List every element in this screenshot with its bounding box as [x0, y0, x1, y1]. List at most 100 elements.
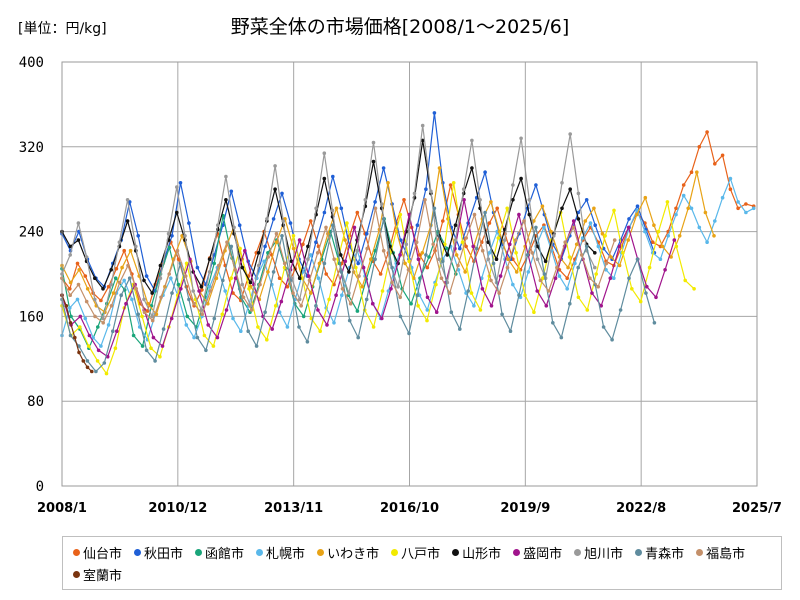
data-point: [271, 217, 276, 221]
data-point: [751, 206, 756, 211]
data-point: [416, 257, 421, 262]
data-point: [243, 248, 247, 253]
data-point: [212, 261, 216, 266]
data-point: [256, 325, 260, 329]
data-point: [207, 270, 212, 274]
data-point: [64, 304, 69, 308]
data-point: [297, 297, 302, 302]
data-point: [211, 344, 216, 348]
data-point: [81, 359, 86, 363]
data-point: [448, 183, 453, 187]
data-point: [131, 333, 136, 338]
data-point: [270, 327, 275, 331]
legend-marker: [391, 548, 399, 556]
data-point: [68, 253, 72, 257]
data-point: [540, 204, 545, 208]
data-point: [101, 287, 105, 291]
series-lines: [60, 111, 756, 376]
data-point: [596, 244, 601, 249]
data-point: [334, 206, 339, 211]
data-point: [68, 287, 72, 291]
data-point: [456, 263, 460, 268]
data-point: [307, 278, 312, 283]
legend-marker: [452, 548, 460, 556]
data-point: [568, 187, 572, 191]
legend: 仙台市 秋田市 函館市 札幌市 いわき市 八戸市 山形市 盛岡市 旭川市 青森市 福島市 室蘭市: [62, 536, 782, 590]
data-point: [390, 280, 394, 285]
data-point: [705, 240, 709, 244]
data-point: [77, 268, 81, 272]
data-point: [282, 261, 287, 266]
data-point: [197, 289, 201, 293]
data-point: [280, 191, 284, 196]
data-point: [150, 314, 154, 319]
legend-item: 札幌市: [256, 541, 305, 563]
data-point: [68, 321, 73, 325]
data-point: [483, 170, 487, 174]
data-point: [552, 234, 556, 238]
data-point: [166, 231, 171, 236]
data-point: [398, 295, 403, 300]
data-point: [183, 274, 188, 278]
data-point: [149, 346, 153, 351]
data-point: [239, 329, 243, 334]
data-point: [360, 284, 365, 289]
data-point: [703, 210, 708, 215]
data-point: [114, 266, 119, 271]
legend-label: いわき市: [327, 546, 380, 562]
data-point: [266, 270, 270, 274]
data-point: [134, 287, 138, 291]
series-5: [60, 181, 696, 376]
data-point: [95, 359, 100, 363]
data-point: [373, 200, 377, 204]
data-point: [285, 284, 290, 289]
data-point: [373, 257, 377, 262]
data-point: [535, 244, 540, 249]
data-point: [441, 219, 445, 223]
data-point: [331, 174, 335, 179]
data-point: [674, 212, 678, 217]
data-point: [354, 265, 358, 270]
data-point: [692, 287, 696, 291]
data-point: [630, 287, 634, 291]
data-point: [347, 318, 352, 323]
data-point: [568, 301, 572, 306]
data-point: [514, 270, 519, 274]
data-point: [414, 240, 419, 244]
data-point: [299, 304, 304, 308]
data-point: [386, 289, 391, 293]
data-point: [371, 325, 376, 329]
data-point: [125, 219, 130, 223]
data-point: [736, 200, 740, 204]
data-point: [262, 259, 266, 264]
data-point: [225, 240, 229, 244]
data-point: [415, 223, 420, 227]
data-point: [216, 223, 220, 227]
data-point: [635, 257, 640, 262]
data-point: [144, 348, 149, 353]
data-point: [221, 278, 225, 283]
data-point: [453, 223, 458, 227]
data-point: [590, 291, 594, 295]
data-point: [347, 291, 351, 295]
legend-item: いわき市: [317, 541, 379, 563]
data-point: [317, 261, 322, 266]
data-point: [356, 261, 361, 266]
data-point: [85, 287, 90, 291]
data-point: [308, 253, 313, 257]
data-point: [365, 246, 370, 251]
data-point: [744, 210, 748, 215]
data-point: [608, 276, 613, 281]
data-point: [656, 229, 661, 234]
series-line: [61, 199, 616, 324]
data-point: [566, 265, 570, 270]
data-point: [666, 234, 670, 238]
data-point: [200, 312, 204, 317]
data-point: [314, 240, 318, 244]
data-point: [599, 304, 603, 308]
data-point: [115, 329, 119, 334]
data-point: [530, 251, 534, 255]
data-point: [643, 229, 647, 234]
data-point: [379, 202, 384, 206]
data-point: [610, 337, 614, 342]
